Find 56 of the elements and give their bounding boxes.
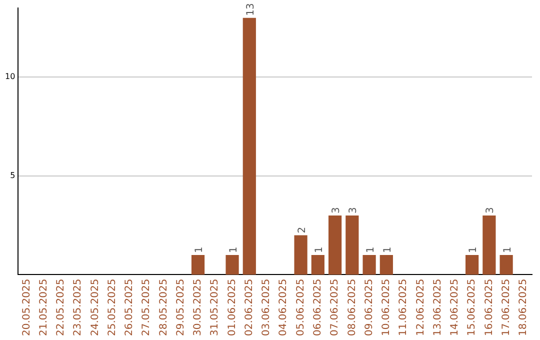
x-tick-label: 28.05.2025 [158,278,170,336]
x-tick-label: 04.06.2025 [278,278,290,336]
x-tick-label: 21.05.2025 [38,278,50,336]
x-tick-label: 22.05.2025 [56,278,67,336]
x-tick-label: 23.05.2025 [72,278,84,336]
x-tick-label: 03.06.2025 [261,278,272,336]
data-label: 1 [314,246,325,253]
bar [362,254,376,275]
x-tick-label: 08.06.2025 [346,278,358,336]
data-label: 3 [348,207,360,214]
x-tick-label: 06.06.2025 [312,278,324,336]
bar [328,215,342,275]
data-label: 3 [331,207,342,214]
x-tick-label: 18.06.2025 [518,278,530,336]
bar [500,254,513,275]
x-tick-label: 25.05.2025 [106,278,118,336]
data-label: 1 [468,246,480,253]
bar [191,254,205,275]
bar [294,235,308,275]
x-tick-label: 10.06.2025 [381,278,392,336]
x-tick-label: 01.06.2025 [226,278,238,336]
x-tick-label: 05.06.2025 [295,278,306,336]
x-tick-label: 14.06.2025 [450,278,461,336]
x-tick-label: 02.06.2025 [244,278,255,336]
x-tick-label: 07.06.2025 [330,278,341,336]
bar [466,254,479,275]
x-tick-label: 13.06.2025 [432,278,444,336]
bar [482,215,496,275]
data-label: 1 [502,246,514,253]
x-tick-label: 31.05.2025 [210,278,221,336]
x-tick-label: 24.05.2025 [90,278,101,336]
x-tick-label: 30.05.2025 [192,278,204,336]
data-label: 1 [194,246,206,253]
x-tick-label: 20.05.2025 [21,278,32,336]
bar [242,18,256,275]
y-tick-label: 10 [4,72,16,82]
bar [226,254,239,275]
y-tick-label: 5 [10,171,16,180]
x-tick-label: 27.05.2025 [141,278,152,336]
bar [380,254,393,275]
bar [346,215,359,275]
data-label: 1 [382,246,394,253]
x-tick-label: 09.06.2025 [364,278,375,336]
x-tick-label: 26.05.2025 [124,278,136,336]
bar [311,254,324,275]
x-tick-label: 16.06.2025 [484,278,495,336]
x-tick-label: 29.05.2025 [175,278,186,336]
x-tick-label: 17.06.2025 [500,278,512,336]
x-tick-label: 15.06.2025 [466,278,478,336]
x-tick-label: 11.06.2025 [398,278,410,336]
data-label: 13 [245,3,256,16]
data-label: 2 [296,226,308,234]
data-label: 3 [485,207,496,214]
data-label: 1 [365,246,376,253]
data-label: 1 [228,246,240,253]
x-tick-label: 12.06.2025 [415,278,426,336]
